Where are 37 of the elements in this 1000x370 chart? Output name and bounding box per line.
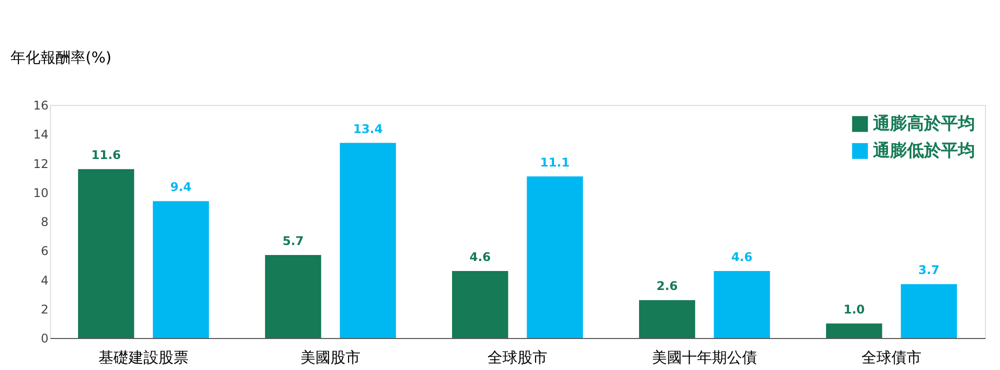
bar <box>265 254 322 338</box>
bar <box>826 323 882 338</box>
bar <box>526 176 583 338</box>
y-tick-label: 8 <box>40 215 48 229</box>
data-label: 13.4 <box>353 122 383 136</box>
y-tick-label: 6 <box>40 244 48 258</box>
y-tick-label: 14 <box>33 128 48 142</box>
data-label: 9.4 <box>170 180 192 194</box>
y-tick-label: 4 <box>40 273 48 288</box>
legend-label: 通膨低於平均 <box>872 141 975 161</box>
data-label: 3.7 <box>918 263 940 278</box>
x-tick-label: 美國十年期公債 <box>652 348 757 366</box>
bar <box>452 271 508 338</box>
data-label: 4.6 <box>469 250 491 264</box>
x-tick-label: 全球股市 <box>488 348 548 366</box>
bar <box>900 284 957 338</box>
bar <box>714 271 770 338</box>
y-tick-label: 16 <box>33 98 48 112</box>
y-tick-label: 2 <box>40 302 48 316</box>
data-label: 4.6 <box>731 250 753 264</box>
x-tick-label: 全球債市 <box>862 348 922 366</box>
data-label: 1.0 <box>843 302 865 316</box>
bar <box>78 169 134 338</box>
data-label: 5.7 <box>282 234 304 248</box>
x-tick-label: 美國股市 <box>300 348 360 366</box>
y-tick-label: 12 <box>33 156 48 171</box>
data-label: 11.1 <box>540 155 570 170</box>
x-tick-label: 基礎建設股票 <box>98 348 188 366</box>
y-tick-label: 10 <box>33 186 48 200</box>
bar <box>639 300 696 338</box>
y-tick-label: 0 <box>40 332 48 346</box>
bar <box>152 201 209 338</box>
bar <box>340 142 396 338</box>
data-label: 2.6 <box>656 279 678 294</box>
y-axis-title: 年化報酬率(%) <box>10 48 112 66</box>
legend-label: 通膨高於平均 <box>872 114 975 134</box>
data-label: 11.6 <box>91 148 121 162</box>
